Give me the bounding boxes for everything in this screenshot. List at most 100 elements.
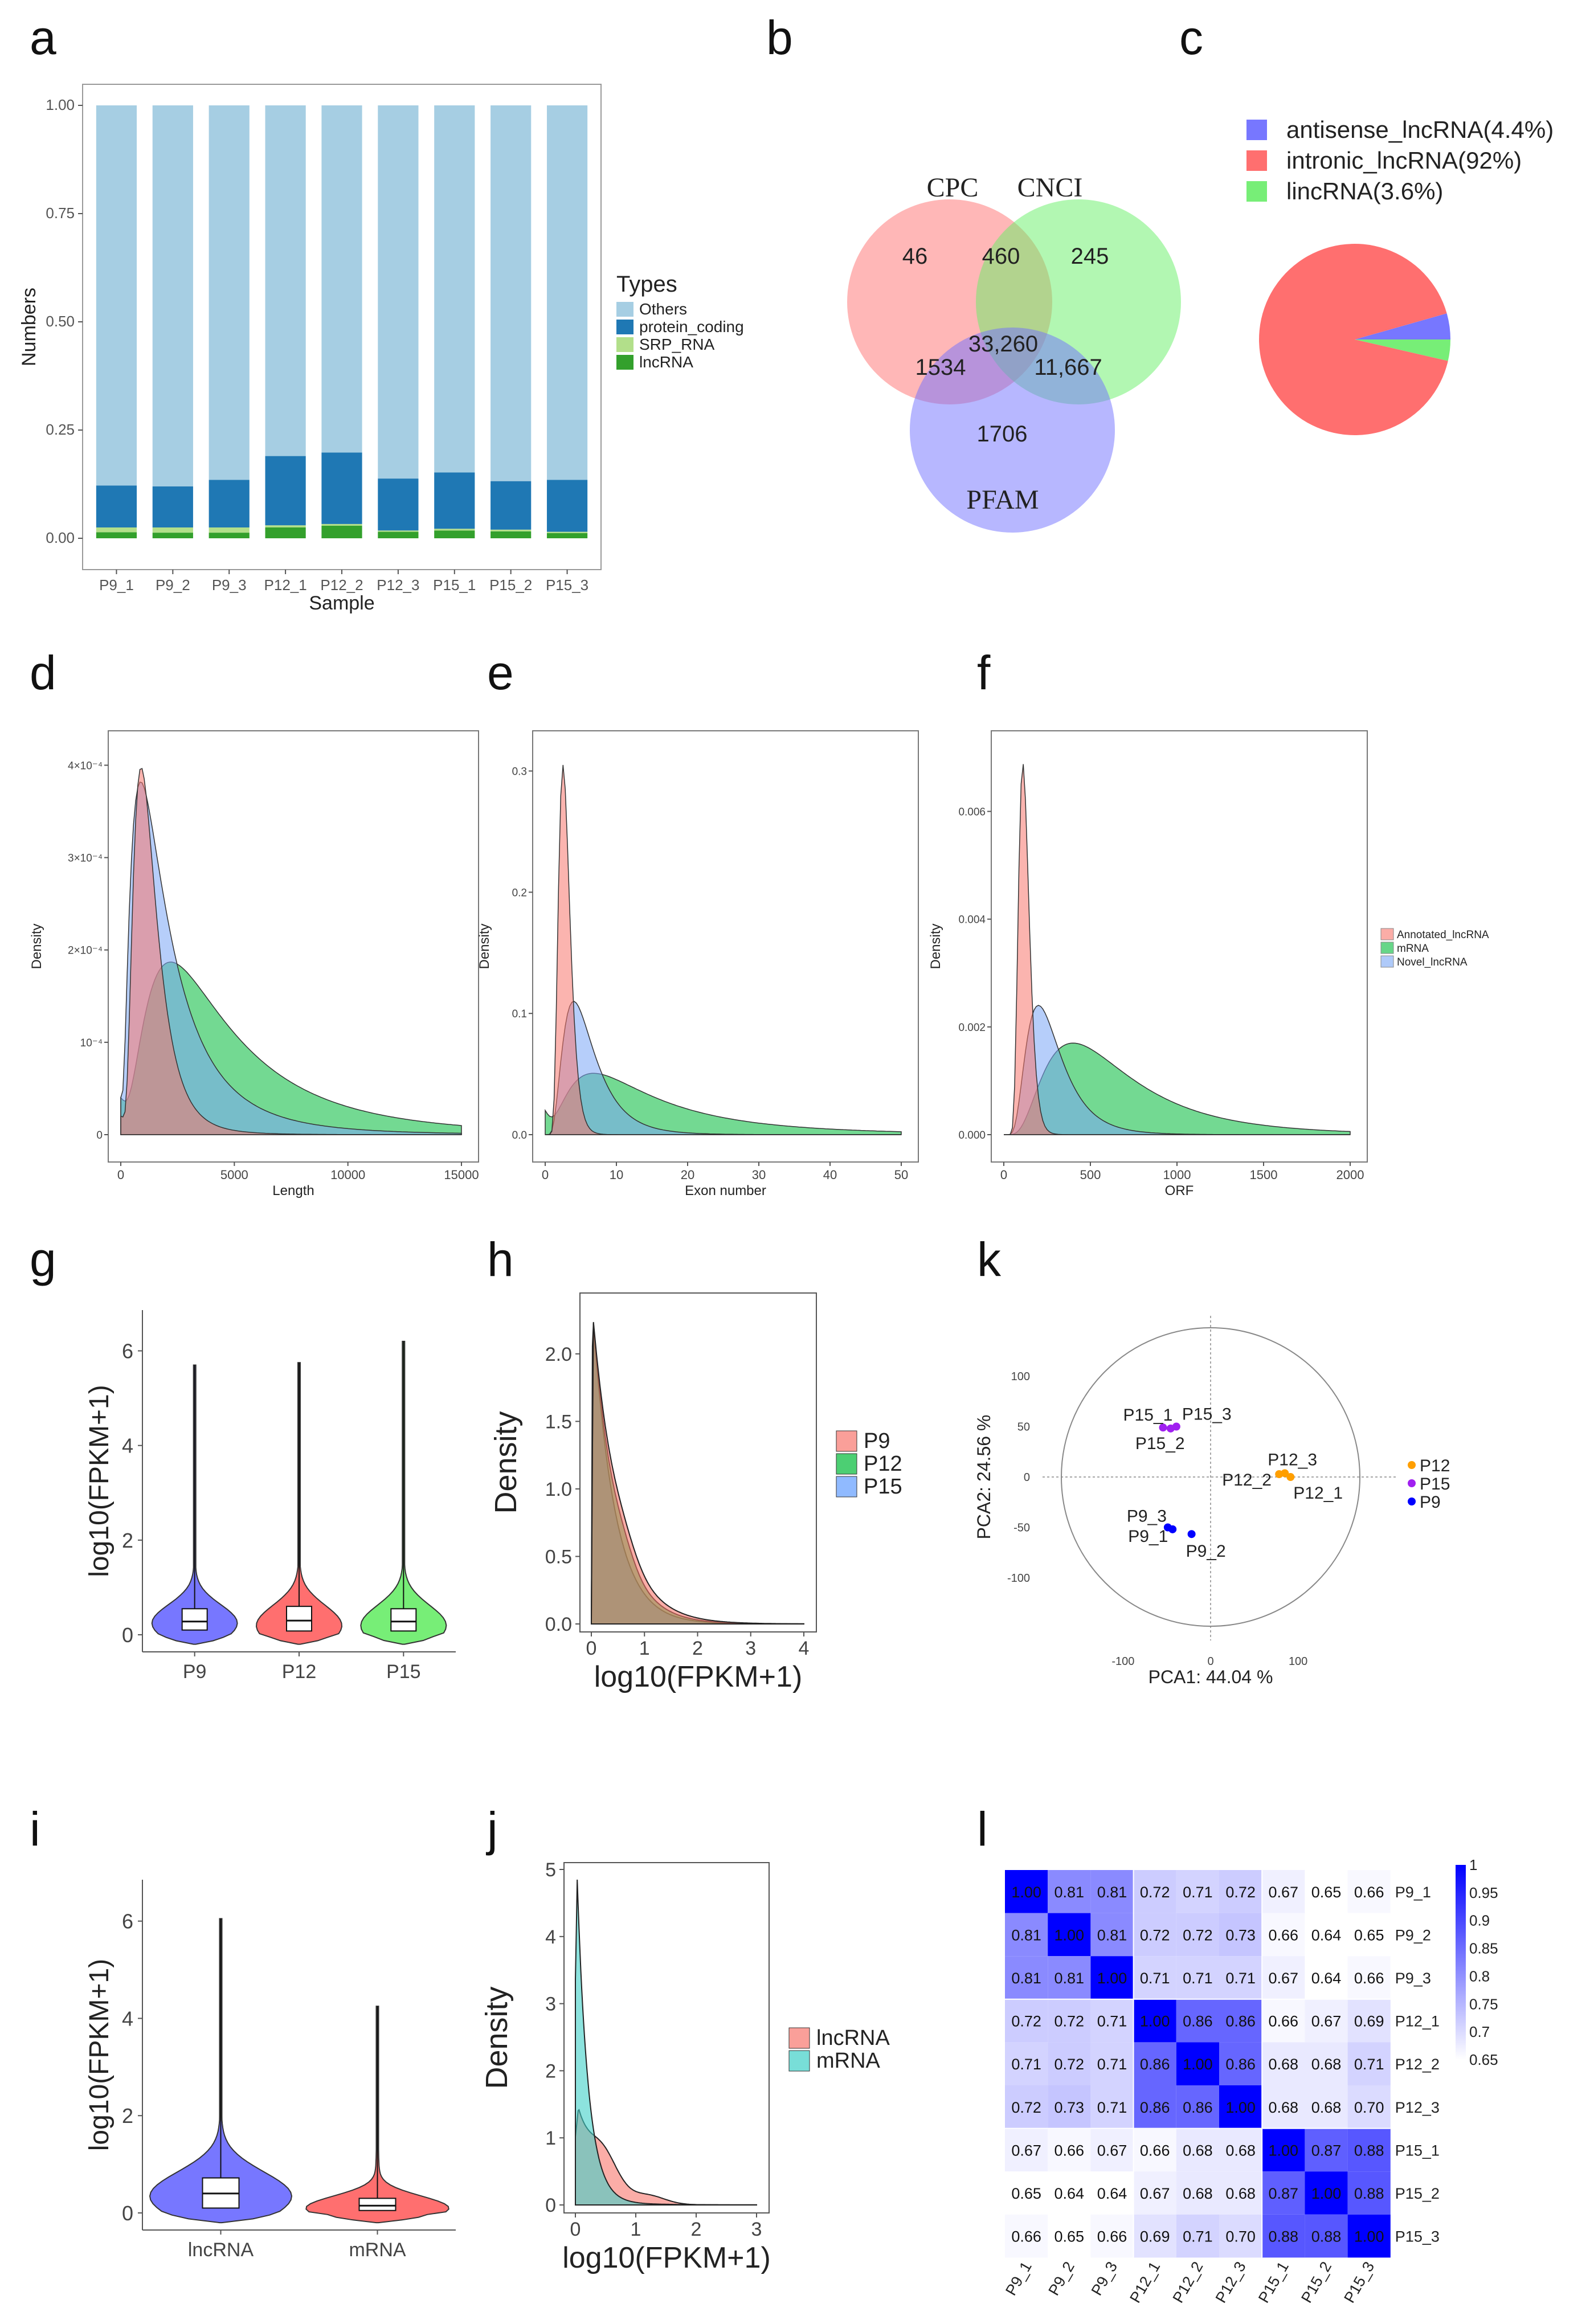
heatmap-cell (1262, 1913, 1305, 1957)
column-label: P15_2 (1298, 2258, 1335, 2306)
x-tick-label: P12_3 (377, 576, 419, 594)
legend-swatch (1380, 942, 1394, 954)
cell-value: 1.00 (1097, 1970, 1127, 1987)
bar-others (546, 105, 588, 480)
cell-value: 0.73 (1055, 2099, 1085, 2116)
pca-point (1286, 1473, 1295, 1481)
y-tick-label: 4 (545, 1926, 556, 1948)
row-label: P12_1 (1395, 2013, 1440, 2030)
bar-others (491, 105, 532, 481)
y-tick-label: 3×10⁻⁴ (68, 853, 103, 865)
bar-lncrna (265, 527, 306, 538)
panel-l: 1.00 0.81 0.81 0.72 0.71 0.72 0.67 0.65 0.660.81… (1002, 1856, 1498, 2306)
x-tick-label: P12_1 (264, 576, 307, 594)
cell-value: 0.64 (1055, 2185, 1085, 2202)
x-tick-label: 1000 (1163, 1168, 1191, 1182)
point-label: P15_3 (1182, 1405, 1232, 1423)
x-tick-label: 2 (692, 1638, 703, 1659)
venn-region-count: 460 (982, 244, 1020, 269)
heatmap-cell (1219, 1913, 1262, 1957)
point-label: P15_1 (1123, 1406, 1173, 1425)
y-tick-label: 2 (122, 2104, 133, 2127)
x-tick-label: P15_1 (433, 576, 476, 594)
x-tick-label: 10000 (330, 1168, 365, 1182)
x-tick-label: P15_3 (546, 576, 588, 594)
x-tick-label: 3 (745, 1638, 756, 1659)
x-tick-label: 3 (751, 2219, 762, 2240)
heatmap-cell (1133, 2214, 1176, 2258)
legend-swatch (1246, 181, 1267, 202)
x-tick-label: 15000 (444, 1168, 479, 1182)
pca-point (1166, 1424, 1175, 1433)
density-p9 (590, 1321, 804, 1625)
y-tick-label: 0 (96, 1130, 103, 1141)
legend-swatch (616, 320, 633, 334)
panel-h: 0 1 2 3 4 0.0 0.5 1.0 1.5 2.0 log10(FPKM+1) Density… (489, 1292, 902, 1693)
panel-a: 0.00 0.25 0.50 0.75 1.00 P9_1 P9_2 P9_3 P12_1 P12… (18, 84, 744, 614)
heatmap-cell (1347, 2171, 1391, 2215)
bar-srp-rna (96, 527, 137, 533)
x-tick-label: 100 (1289, 1655, 1307, 1668)
y-axis-label: log10(FPKM+1) (84, 1959, 115, 2151)
heatmap-cell (1133, 2085, 1176, 2129)
y-tick-label: 3 (545, 1994, 556, 2015)
bar-lncrna (321, 525, 362, 538)
heatmap-cell (1262, 1956, 1305, 1999)
x-tick-label: 0 (1207, 1655, 1213, 1668)
panel-label-i: i (30, 1802, 40, 1856)
heatmap-cell (1262, 1870, 1305, 1913)
heatmap-cell (1347, 1870, 1391, 1913)
cell-value: 0.86 (1183, 2013, 1213, 2030)
cell-value: 0.88 (1354, 2142, 1384, 2159)
x-axis-label: Exon number (685, 1183, 766, 1198)
heatmap-cell (1090, 2042, 1134, 2085)
x-tick-label: 2 (691, 2219, 702, 2240)
venn-set-label: PFAM (966, 485, 1039, 515)
density-mrna (575, 1879, 757, 2206)
bar-lncrna (152, 533, 193, 538)
y-tick-label: 0.002 (958, 1022, 986, 1034)
heatmap-cell (1133, 1913, 1176, 1957)
heatmap-cell (1219, 1870, 1262, 1913)
legend-label: mRNA (1397, 943, 1429, 955)
box (390, 1608, 417, 1632)
cell-value: 1.00 (1225, 2099, 1256, 2116)
cell-value: 1.00 (1311, 2185, 1342, 2202)
bar-lncrna (96, 532, 137, 538)
y-axis-label: PCA2: 24.56 % (974, 1415, 994, 1540)
x-tick-label: 0 (542, 1168, 549, 1182)
heatmap-cell (1347, 2214, 1391, 2258)
cell-value: 0.87 (1311, 2142, 1342, 2159)
heatmap-cell (1005, 1913, 1048, 1957)
x-tick-label: 1 (639, 1638, 650, 1659)
y-tick-label: 0.0 (545, 1614, 572, 1635)
y-axis-label: Density (477, 923, 492, 969)
x-tick-label: -100 (1111, 1655, 1134, 1668)
y-tick-label: 50 (1017, 1421, 1030, 1433)
legend-swatch (836, 1430, 857, 1452)
heatmap-cell (1005, 2128, 1048, 2172)
panel-label-b: b (766, 11, 793, 64)
panel-g: 0 2 4 6 P9 P12 P15 log10(FPKM+1) (84, 1310, 456, 1683)
cell-value: 1.00 (1140, 2013, 1170, 2030)
cell-value: 0.68 (1269, 2099, 1299, 2116)
heatmap-cell (1090, 1913, 1134, 1957)
cell-value: 0.69 (1140, 2228, 1170, 2245)
legend-swatch (616, 337, 633, 352)
cell-value: 0.86 (1140, 2099, 1170, 2116)
box (358, 2198, 397, 2211)
bar-protein-coding (491, 481, 532, 530)
heatmap-cell (1219, 2171, 1262, 2215)
y-tick-label: 0.3 (512, 766, 527, 778)
colorbar-tick-label: 0.95 (1469, 1884, 1498, 1901)
cell-value: 0.71 (1097, 2056, 1127, 2073)
point-label: P12_1 (1293, 1484, 1343, 1503)
cell-value: 0.71 (1354, 2056, 1384, 2073)
x-tick-label: 20 (681, 1168, 694, 1182)
venn-set-label: CPC (927, 173, 979, 203)
heatmap-cell (1219, 2042, 1262, 2085)
y-tick-label: 0.000 (958, 1130, 986, 1141)
heatmap-cell (1305, 1913, 1348, 1957)
cell-value: 0.68 (1311, 2099, 1342, 2116)
heatmap-cell (1048, 1956, 1091, 1999)
